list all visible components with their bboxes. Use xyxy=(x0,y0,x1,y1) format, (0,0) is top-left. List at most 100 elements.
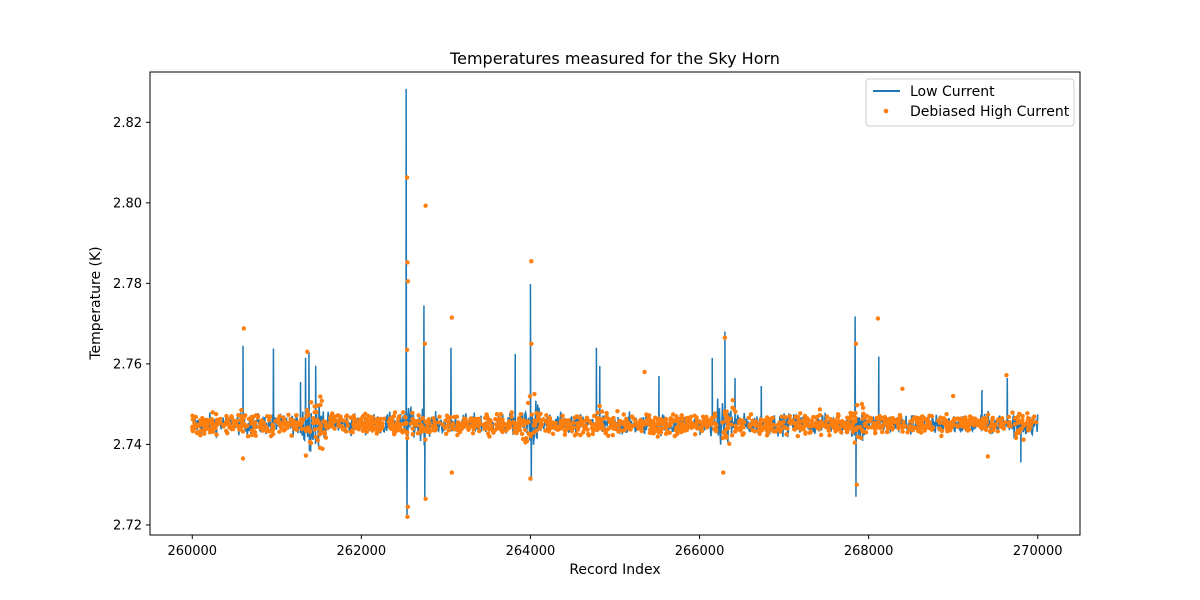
series-debiased-high-current-point xyxy=(312,427,317,432)
series-debiased-high-current-point xyxy=(636,426,641,431)
series-debiased-high-current-point xyxy=(509,414,514,419)
series-debiased-high-current-point xyxy=(757,431,762,436)
chart-title: Temperatures measured for the Sky Horn xyxy=(449,49,780,68)
series-debiased-high-current-point xyxy=(597,403,602,409)
y-tick-label: 2.76 xyxy=(113,357,142,372)
series-debiased-high-current-point xyxy=(955,416,960,421)
series-debiased-high-current-point xyxy=(410,426,415,431)
series-debiased-high-current-point xyxy=(239,407,244,413)
series-debiased-high-current-point xyxy=(431,416,436,421)
series-debiased-high-current-point xyxy=(301,417,306,422)
series-debiased-high-current-point xyxy=(741,431,746,436)
series-debiased-high-current-point xyxy=(500,429,505,435)
series-debiased-high-current-point xyxy=(584,415,590,420)
series-debiased-high-current-point xyxy=(196,429,202,435)
series-debiased-high-current-point xyxy=(611,424,616,429)
series-debiased-high-current-point xyxy=(1008,423,1013,429)
series-debiased-high-current-point xyxy=(596,418,602,423)
series-debiased-high-current-point xyxy=(230,416,235,421)
series-debiased-high-current-point xyxy=(579,419,585,425)
series-debiased-high-current-point xyxy=(680,421,685,427)
series-debiased-high-current-point xyxy=(520,436,526,442)
series-debiased-high-current-point xyxy=(640,419,645,425)
series-debiased-high-current-point xyxy=(836,419,841,425)
series-debiased-high-current-point xyxy=(487,418,492,423)
series-debiased-high-current-point xyxy=(599,409,605,414)
series-debiased-high-current-point xyxy=(405,435,410,441)
series-debiased-high-current-point xyxy=(725,422,731,427)
series-debiased-high-current-point xyxy=(241,326,247,331)
series-debiased-high-current-point xyxy=(452,426,457,432)
series-debiased-high-current-point xyxy=(924,424,929,429)
series-debiased-high-current-point xyxy=(1017,419,1022,424)
series-debiased-high-current-point xyxy=(824,414,830,419)
series-debiased-high-current-point xyxy=(950,393,956,399)
series-debiased-high-current-point xyxy=(420,416,425,421)
series-debiased-high-current-point xyxy=(267,414,273,419)
series-debiased-high-current-point xyxy=(205,419,210,424)
series-debiased-high-current-point xyxy=(591,428,597,433)
series-debiased-high-current-point xyxy=(853,418,858,424)
series-debiased-high-current-point xyxy=(741,425,746,430)
series-debiased-high-current-point xyxy=(819,420,825,426)
series-debiased-high-current-point xyxy=(449,470,455,475)
series-debiased-high-current-point xyxy=(648,427,654,433)
series-debiased-high-current-point xyxy=(939,433,944,439)
series-debiased-high-current-point xyxy=(655,434,660,439)
series-debiased-high-current-point xyxy=(604,427,610,432)
series-debiased-high-current-point xyxy=(840,419,846,425)
series-debiased-high-current-point xyxy=(913,425,918,431)
series-debiased-high-current-point xyxy=(836,413,841,418)
series-debiased-high-current-point xyxy=(305,349,310,355)
series-debiased-high-current-point xyxy=(996,417,1001,422)
series-debiased-high-current-point xyxy=(450,421,456,426)
series-debiased-high-current-point xyxy=(948,424,953,430)
series-debiased-high-current-point xyxy=(1006,414,1012,420)
series-debiased-high-current-point xyxy=(604,410,609,416)
series-debiased-high-current-point xyxy=(286,420,291,426)
legend-dot-marker xyxy=(883,108,889,114)
series-debiased-high-current-point xyxy=(476,416,482,421)
series-debiased-high-current-point xyxy=(798,411,803,416)
series-debiased-high-current-point xyxy=(803,430,808,435)
series-debiased-high-current-point xyxy=(885,426,891,431)
series-debiased-high-current-point xyxy=(673,428,679,433)
series-debiased-high-current-point xyxy=(814,423,820,428)
series-debiased-high-current-point xyxy=(985,454,991,459)
series-debiased-high-current-point xyxy=(980,416,986,421)
series-debiased-high-current-point xyxy=(224,413,229,419)
series-debiased-high-current-point xyxy=(854,482,859,487)
series-debiased-high-current-point xyxy=(430,424,435,429)
series-debiased-high-current-point xyxy=(901,419,906,425)
series-debiased-high-current-point xyxy=(746,415,752,420)
series-debiased-high-current-point xyxy=(1010,410,1015,415)
series-debiased-high-current-point xyxy=(944,421,949,426)
series-debiased-high-current-point xyxy=(410,410,415,416)
series-debiased-high-current-point xyxy=(917,425,923,430)
series-debiased-high-current-point xyxy=(318,394,323,399)
series-debiased-high-current-point xyxy=(678,429,684,435)
series-debiased-high-current-point xyxy=(445,415,450,420)
series-debiased-high-current-point xyxy=(1025,411,1030,416)
series-debiased-high-current-point xyxy=(205,426,211,431)
series-debiased-high-current-point xyxy=(853,341,859,346)
series-debiased-high-current-point xyxy=(404,430,410,435)
series-debiased-high-current-point xyxy=(1014,415,1019,421)
series-debiased-high-current-point xyxy=(308,440,314,446)
series-debiased-high-current-point xyxy=(389,417,394,422)
series-debiased-high-current-point xyxy=(286,412,291,418)
series-debiased-high-current-point xyxy=(804,415,809,421)
series-debiased-high-current-point xyxy=(896,423,901,428)
x-tick-label: 264000 xyxy=(506,544,556,559)
series-debiased-high-current-point xyxy=(884,429,890,435)
series-debiased-high-current-point xyxy=(466,427,471,432)
series-debiased-high-current-point xyxy=(405,514,410,520)
series-debiased-high-current-point xyxy=(727,441,732,446)
series-debiased-high-current-point xyxy=(720,420,725,425)
series-debiased-high-current-point xyxy=(482,421,487,427)
series-debiased-high-current-point xyxy=(477,428,482,434)
series-debiased-high-current-point xyxy=(523,427,528,433)
series-debiased-high-current-point xyxy=(828,422,833,427)
x-tick-label: 260000 xyxy=(167,544,217,559)
series-debiased-high-current-point xyxy=(646,420,651,426)
